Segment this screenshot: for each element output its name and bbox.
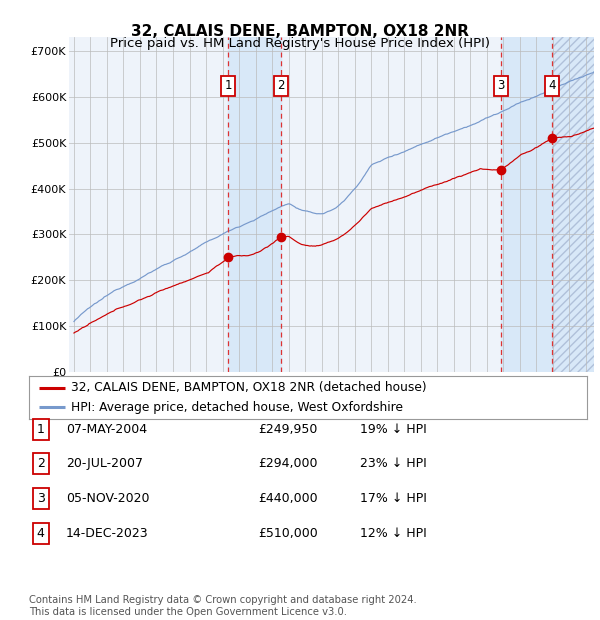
Text: 19% ↓ HPI: 19% ↓ HPI [360,423,427,435]
Text: 2: 2 [277,79,285,92]
Text: 07-MAY-2004: 07-MAY-2004 [66,423,147,435]
Text: 3: 3 [37,492,45,505]
Text: £294,000: £294,000 [258,458,317,470]
Text: 1: 1 [37,423,45,435]
Text: HPI: Average price, detached house, West Oxfordshire: HPI: Average price, detached house, West… [71,401,403,414]
Text: 4: 4 [37,527,45,539]
Text: 23% ↓ HPI: 23% ↓ HPI [360,458,427,470]
Text: 20-JUL-2007: 20-JUL-2007 [66,458,143,470]
Bar [552,37,594,372]
Text: 1: 1 [224,79,232,92]
Text: 2: 2 [37,458,45,470]
Text: 17% ↓ HPI: 17% ↓ HPI [360,492,427,505]
Text: 12% ↓ HPI: 12% ↓ HPI [360,527,427,539]
Text: 32, CALAIS DENE, BAMPTON, OX18 2NR: 32, CALAIS DENE, BAMPTON, OX18 2NR [131,24,469,38]
Text: £440,000: £440,000 [258,492,317,505]
Text: 32, CALAIS DENE, BAMPTON, OX18 2NR (detached house): 32, CALAIS DENE, BAMPTON, OX18 2NR (deta… [71,381,426,394]
Text: Contains HM Land Registry data © Crown copyright and database right 2024.
This d: Contains HM Land Registry data © Crown c… [29,595,416,617]
Text: £249,950: £249,950 [258,423,317,435]
Bar [229,37,281,372]
Text: Price paid vs. HM Land Registry's House Price Index (HPI): Price paid vs. HM Land Registry's House … [110,37,490,50]
Text: 05-NOV-2020: 05-NOV-2020 [66,492,149,505]
Text: £510,000: £510,000 [258,527,318,539]
Text: 4: 4 [548,79,556,92]
Text: 3: 3 [497,79,505,92]
Text: 14-DEC-2023: 14-DEC-2023 [66,527,149,539]
Bar [552,37,594,372]
Bar [500,37,552,372]
